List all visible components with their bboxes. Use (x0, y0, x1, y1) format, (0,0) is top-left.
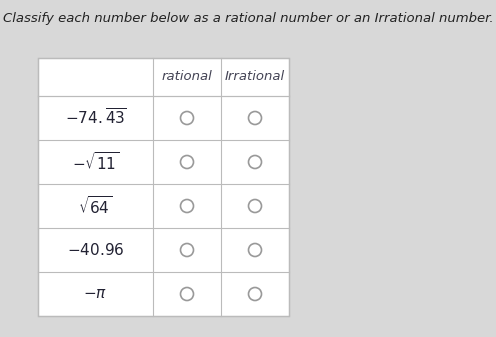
Text: Classify each number below as a rational number or an Irrational number.: Classify each number below as a rational… (2, 12, 494, 25)
Text: $\sqrt{64}$: $\sqrt{64}$ (78, 195, 113, 217)
Text: $-74.\overline{43}$: $-74.\overline{43}$ (65, 108, 126, 128)
Text: $-\pi$: $-\pi$ (83, 286, 108, 302)
Text: $-\sqrt{11}$: $-\sqrt{11}$ (72, 151, 119, 173)
Bar (38, 58, 289, 316)
Text: rational: rational (162, 70, 212, 84)
Text: $-40.96$: $-40.96$ (67, 242, 124, 258)
Text: Irrational: Irrational (225, 70, 285, 84)
